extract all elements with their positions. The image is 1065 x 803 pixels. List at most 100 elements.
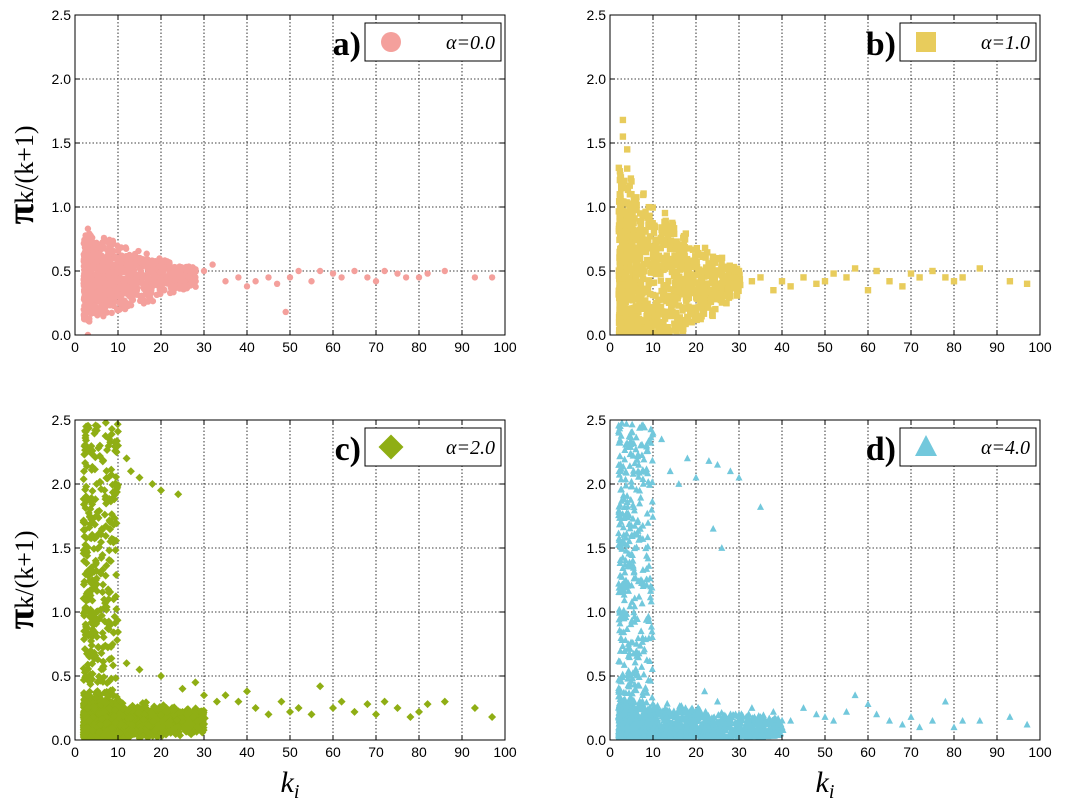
data-point: [92, 632, 101, 641]
data-point: [81, 620, 90, 629]
data-point: [93, 544, 102, 553]
data-point: [273, 280, 281, 287]
grid: [610, 420, 1040, 740]
data-point: [243, 283, 251, 290]
data-point: [843, 274, 850, 281]
data-point: [96, 720, 105, 729]
data-point: [200, 267, 208, 275]
data-point: [91, 651, 100, 660]
data-point: [93, 586, 102, 595]
data-point: [109, 661, 118, 670]
data-point: [126, 467, 135, 476]
data-point: [642, 297, 649, 304]
data-point: [80, 709, 89, 718]
data-point: [698, 302, 705, 309]
data-point: [91, 693, 100, 702]
data-point: [143, 733, 152, 740]
data-point: [90, 465, 99, 474]
data-point: [101, 531, 110, 540]
x-tick-label: 20: [688, 339, 704, 355]
y-tick-label: 2.5: [52, 7, 72, 23]
data-point: [93, 239, 100, 247]
data-point: [113, 483, 122, 492]
data-point: [168, 725, 177, 734]
data-point: [976, 265, 983, 272]
data-point: [121, 305, 129, 313]
data-point: [179, 265, 186, 272]
data-point: [99, 665, 108, 674]
data-point: [135, 473, 144, 482]
y-tick-label: 0.0: [52, 327, 72, 343]
data-point: [748, 278, 756, 285]
data-point: [622, 282, 629, 289]
panel-b: 0 10 20 30 40 50 60 70 80 90 1000.00.51.01.52.02.5…: [587, 7, 1052, 355]
data-point: [691, 286, 698, 293]
data-point: [393, 704, 402, 712]
data-point: [286, 707, 294, 716]
data-point: [99, 239, 106, 246]
data-point: [663, 222, 671, 230]
data-point: [101, 267, 108, 274]
data-point: [621, 296, 628, 303]
y-axis-label: πk/(k+1): [0, 125, 42, 224]
panel-d: 0 10 20 30 40 50 60 70 80 90 1000.00.51.01.52.02.5…: [587, 412, 1052, 803]
data-point: [82, 462, 91, 471]
plot-frame: [74, 419, 506, 741]
y-axis-label: πk/(k+1): [0, 530, 42, 629]
data-point: [899, 283, 906, 290]
x-axis-label: ki: [281, 766, 300, 803]
x-tick-label: 30: [731, 339, 747, 355]
data-points: [615, 420, 1031, 740]
data-point: [679, 289, 686, 296]
data-point: [84, 631, 93, 640]
data-point: [681, 247, 688, 254]
data-point: [91, 302, 98, 310]
x-tick-label: 60: [325, 744, 341, 760]
data-point: [100, 275, 107, 283]
data-point: [693, 316, 700, 324]
data-point: [441, 267, 448, 275]
data-point: [661, 329, 669, 335]
legend: α=0.0: [364, 22, 502, 62]
data-point: [91, 295, 99, 303]
data-point: [118, 699, 127, 708]
data-point: [680, 234, 687, 241]
data-point: [657, 236, 664, 243]
data-point: [653, 248, 660, 256]
data-point: [87, 515, 96, 524]
data-point: [423, 700, 432, 709]
data-point: [133, 291, 141, 298]
data-point: [650, 259, 657, 267]
data-point: [110, 705, 119, 714]
data-point: [308, 278, 315, 285]
data-point: [125, 292, 133, 300]
data-point: [757, 274, 764, 281]
data-point: [415, 274, 423, 281]
data-point: [83, 277, 90, 285]
data-point: [636, 226, 643, 234]
y-tick-label: 0.0: [587, 327, 607, 343]
x-tick-label: 10: [645, 339, 661, 355]
data-point: [107, 278, 114, 286]
x-tick-label: 30: [196, 744, 212, 760]
data-point: [156, 711, 165, 720]
data-point: [149, 712, 158, 721]
data-point: [80, 635, 89, 644]
data-point: [787, 283, 794, 290]
data-point: [645, 280, 652, 288]
data-point: [695, 295, 702, 303]
data-point: [381, 267, 388, 275]
data-point: [645, 320, 652, 328]
data-point: [109, 268, 116, 276]
y-tick-label: 2.5: [52, 412, 72, 428]
data-point: [209, 261, 216, 268]
legend: α=1.0: [899, 22, 1037, 62]
data-point: [153, 291, 161, 299]
data-point: [144, 721, 153, 730]
x-tick-label: 20: [153, 339, 169, 355]
data-point: [97, 714, 106, 723]
data-point: [640, 191, 647, 199]
data-point: [700, 310, 708, 317]
y-tick-label: 1.0: [52, 604, 72, 620]
